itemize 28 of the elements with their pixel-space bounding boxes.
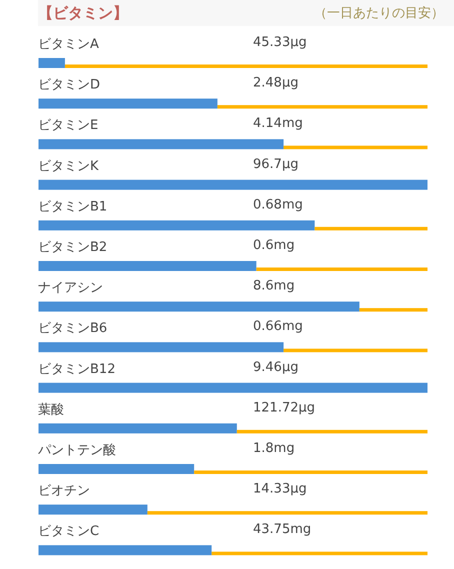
subtitle: （一日あたりの目安） bbox=[314, 6, 444, 21]
value-label: 121.72μg bbox=[253, 400, 316, 416]
category-label: パントテン酸 bbox=[38, 443, 116, 458]
value-label: 4.14mg bbox=[253, 116, 303, 132]
value-label: 43.75mg bbox=[253, 522, 312, 538]
category-label: ビタミンE bbox=[38, 118, 98, 134]
category-label: ナイアシン bbox=[38, 280, 103, 296]
value-label: 96.7μg bbox=[253, 156, 298, 172]
category-label: ビタミンB12 bbox=[38, 362, 116, 377]
value-label: 8.6mg bbox=[253, 278, 295, 294]
category-label: ビタミンB2 bbox=[38, 240, 108, 255]
category-label: ビタミンB1 bbox=[38, 199, 108, 214]
value-label: 45.33μg bbox=[253, 35, 307, 50]
title: 【ビタミン】 bbox=[38, 4, 128, 22]
value-label: 0.68mg bbox=[253, 197, 303, 212]
category-label: 葉酸 bbox=[38, 402, 64, 418]
category-label: ビタミンD bbox=[38, 78, 100, 93]
category-label: ビタミンK bbox=[38, 158, 99, 174]
value-label: 9.46μg bbox=[253, 360, 298, 375]
value-label: 1.8mg bbox=[253, 441, 295, 456]
value-label: 14.33μg bbox=[253, 482, 307, 497]
value-label: 0.6mg bbox=[253, 238, 295, 253]
category-label: ビタミンB6 bbox=[38, 321, 108, 336]
value-label: 2.48μg bbox=[253, 76, 298, 91]
category-label: ビタミンC bbox=[38, 524, 100, 540]
category-label: ビタミンA bbox=[38, 37, 99, 52]
value-label: 0.66mg bbox=[253, 319, 303, 334]
category-label: ビオチン bbox=[38, 484, 90, 499]
